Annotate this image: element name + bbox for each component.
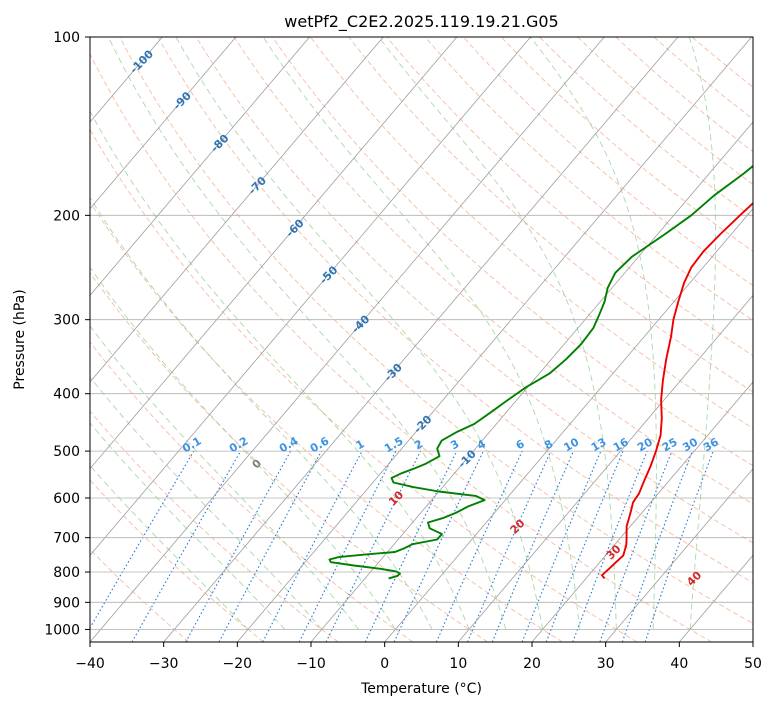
y-tick-label: 500	[53, 444, 80, 460]
x-tick-label: 50	[744, 656, 762, 672]
x-tick-label: −20	[223, 656, 253, 672]
x-tick-label: −10	[296, 656, 326, 672]
y-tick-label: 700	[53, 531, 80, 547]
x-tick-label: −40	[75, 656, 105, 672]
y-tick-label: 900	[53, 595, 80, 611]
y-axis-title: Pressure (hPa)	[12, 289, 28, 389]
y-tick-label: 300	[53, 313, 80, 329]
x-tick-label: 0	[380, 656, 389, 672]
y-tick-label: 600	[53, 491, 80, 507]
x-tick-label: 10	[449, 656, 467, 672]
x-tick-label: 40	[670, 656, 688, 672]
y-tick-label: 200	[53, 208, 80, 224]
chart-title: wetPf2_C2E2.2025.119.19.21.G05	[284, 12, 558, 32]
x-tick-label: −30	[149, 656, 179, 672]
x-axis-title: Temperature (°C)	[360, 681, 482, 697]
y-tick-label: 400	[53, 387, 80, 403]
y-tick-label: 100	[53, 30, 80, 46]
y-tick-label: 1000	[44, 622, 80, 638]
y-tick-label: 800	[53, 565, 80, 581]
x-tick-label: 30	[597, 656, 615, 672]
x-tick-label: 20	[523, 656, 541, 672]
